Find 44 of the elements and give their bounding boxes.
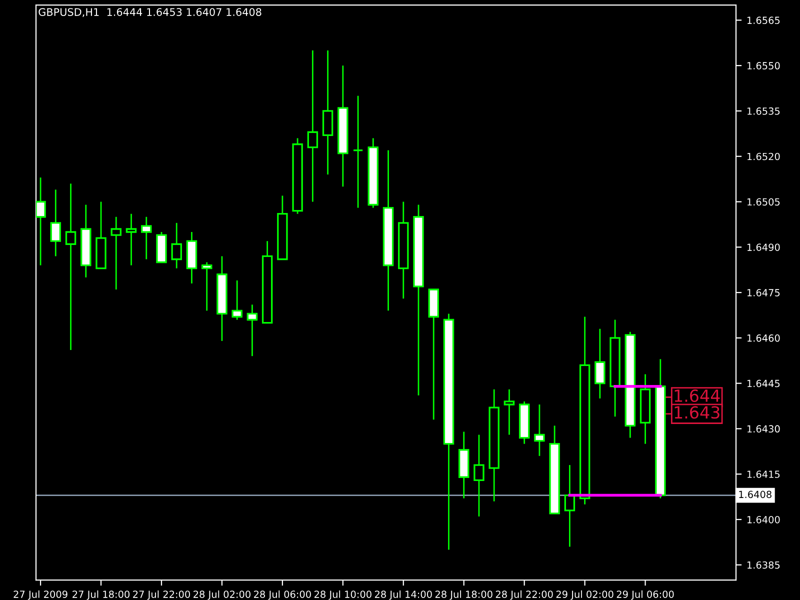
x-tick-label: 29 Jul 06:00 [616,590,674,600]
y-tick-label: 1.6430 [747,425,780,433]
y-tick-label: 1.6415 [747,470,780,478]
candlestick [564,464,576,548]
x-tick-label: 27 Jul 18:00 [72,590,130,600]
y-tick-label: 1.6385 [747,561,780,569]
candlestick [126,213,137,266]
y-tick-label: 1.6460 [747,334,780,342]
y-tick-label: 1.6445 [747,380,780,388]
candlestick [246,304,258,357]
x-tick-label: 28 Jul 02:00 [194,590,250,600]
x-tick-label: 27 Jul 2009 [14,590,68,600]
candlestick [232,280,242,320]
candlestick [307,50,318,202]
x-tick-label: 29 Jul 02:00 [556,590,614,600]
x-tick-label: 28 Jul 22:00 [496,590,553,600]
chart-title: GBPUSD,H1 1.6444 1.6453 1.6407 1.6408 [38,8,262,18]
x-tick-label: 28 Jul 14:00 [374,590,432,600]
candlestick [594,328,606,400]
candlestick [534,404,545,457]
y-tick-label: 1.6400 [747,516,780,524]
ref-line-label: 1.6408 [739,490,772,498]
y-tick-label: 1.6475 [747,289,780,296]
y-tick-label: 1.6535 [747,107,780,115]
candlestick [110,216,122,290]
candlestick [50,188,62,257]
candlestick [140,216,152,260]
x-tick-label: 27 Jul 22:00 [133,590,190,600]
x-tick-label: 28 Jul 18:00 [435,590,492,600]
y-tick-label: 1.6505 [747,198,780,206]
candlestick [171,222,182,270]
annotation: 1.644 [674,389,720,402]
annotation: 1.643 [674,406,720,419]
y-tick-label: 1.6490 [747,244,780,251]
x-tick-label: 28 Jul 06:00 [254,590,311,600]
y-tick-label: 1.6520 [747,152,780,160]
candlestick [474,434,484,518]
candlestick [201,262,212,312]
x-tick-label: 28 Jul 10:00 [314,590,372,600]
candlestick [65,182,76,351]
y-tick-label: 1.6550 [747,62,780,70]
candlestick [504,388,515,436]
y-tick-label: 1.6565 [747,16,780,24]
candlestick [352,95,364,208]
